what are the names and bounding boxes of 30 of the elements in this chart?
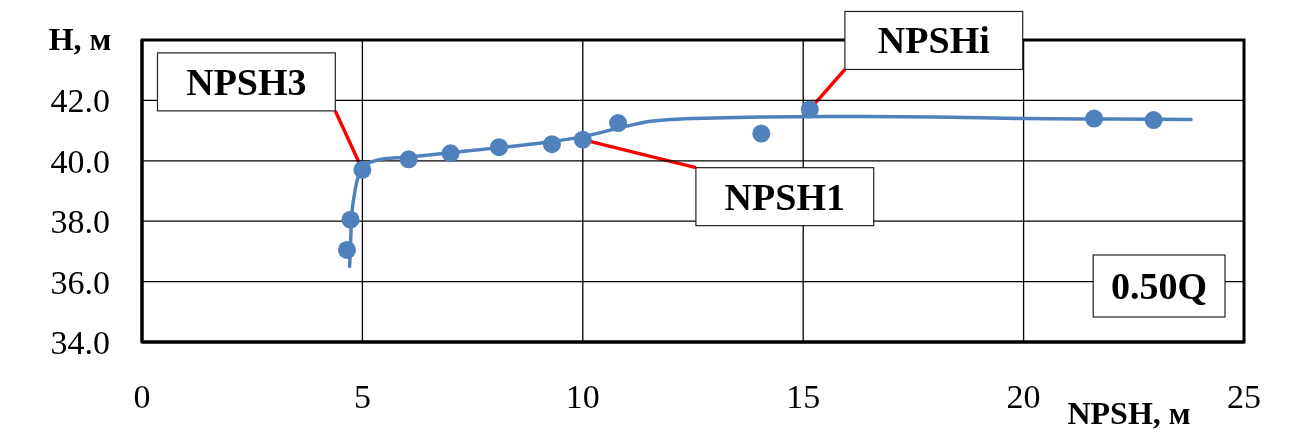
x-tick-label: 25 xyxy=(1227,378,1261,416)
y-tick-label: 42.0 xyxy=(50,82,110,120)
x-tick-label: 10 xyxy=(565,378,600,416)
point xyxy=(441,144,460,163)
annotation: 0.50Q xyxy=(1111,264,1208,307)
x-tick-label: 15 xyxy=(786,378,821,416)
point xyxy=(337,240,356,259)
point xyxy=(1144,111,1163,130)
point xyxy=(341,210,360,229)
point xyxy=(542,135,561,154)
point xyxy=(800,100,819,119)
x-axis-title: NPSH, м xyxy=(1067,395,1191,431)
y-tick-label: 40.0 xyxy=(50,142,110,180)
point xyxy=(573,130,592,149)
point xyxy=(353,160,372,179)
x-tick-label: 20 xyxy=(1006,378,1041,416)
x-tick-label: 0 xyxy=(133,378,151,416)
point xyxy=(1085,109,1104,128)
y-tick-label: 38.0 xyxy=(50,203,110,241)
y-tick-label: 36.0 xyxy=(50,263,110,301)
point xyxy=(399,150,418,169)
point xyxy=(752,124,771,143)
point xyxy=(609,114,628,133)
y-tick-label: 34.0 xyxy=(50,324,110,362)
x-tick-label: 5 xyxy=(353,378,371,416)
point xyxy=(490,138,509,157)
annotation: NPSHi xyxy=(877,19,990,62)
annotation: NPSH1 xyxy=(724,175,845,218)
annotation: NPSH3 xyxy=(186,60,307,103)
y-axis-title: H, м xyxy=(48,21,112,57)
